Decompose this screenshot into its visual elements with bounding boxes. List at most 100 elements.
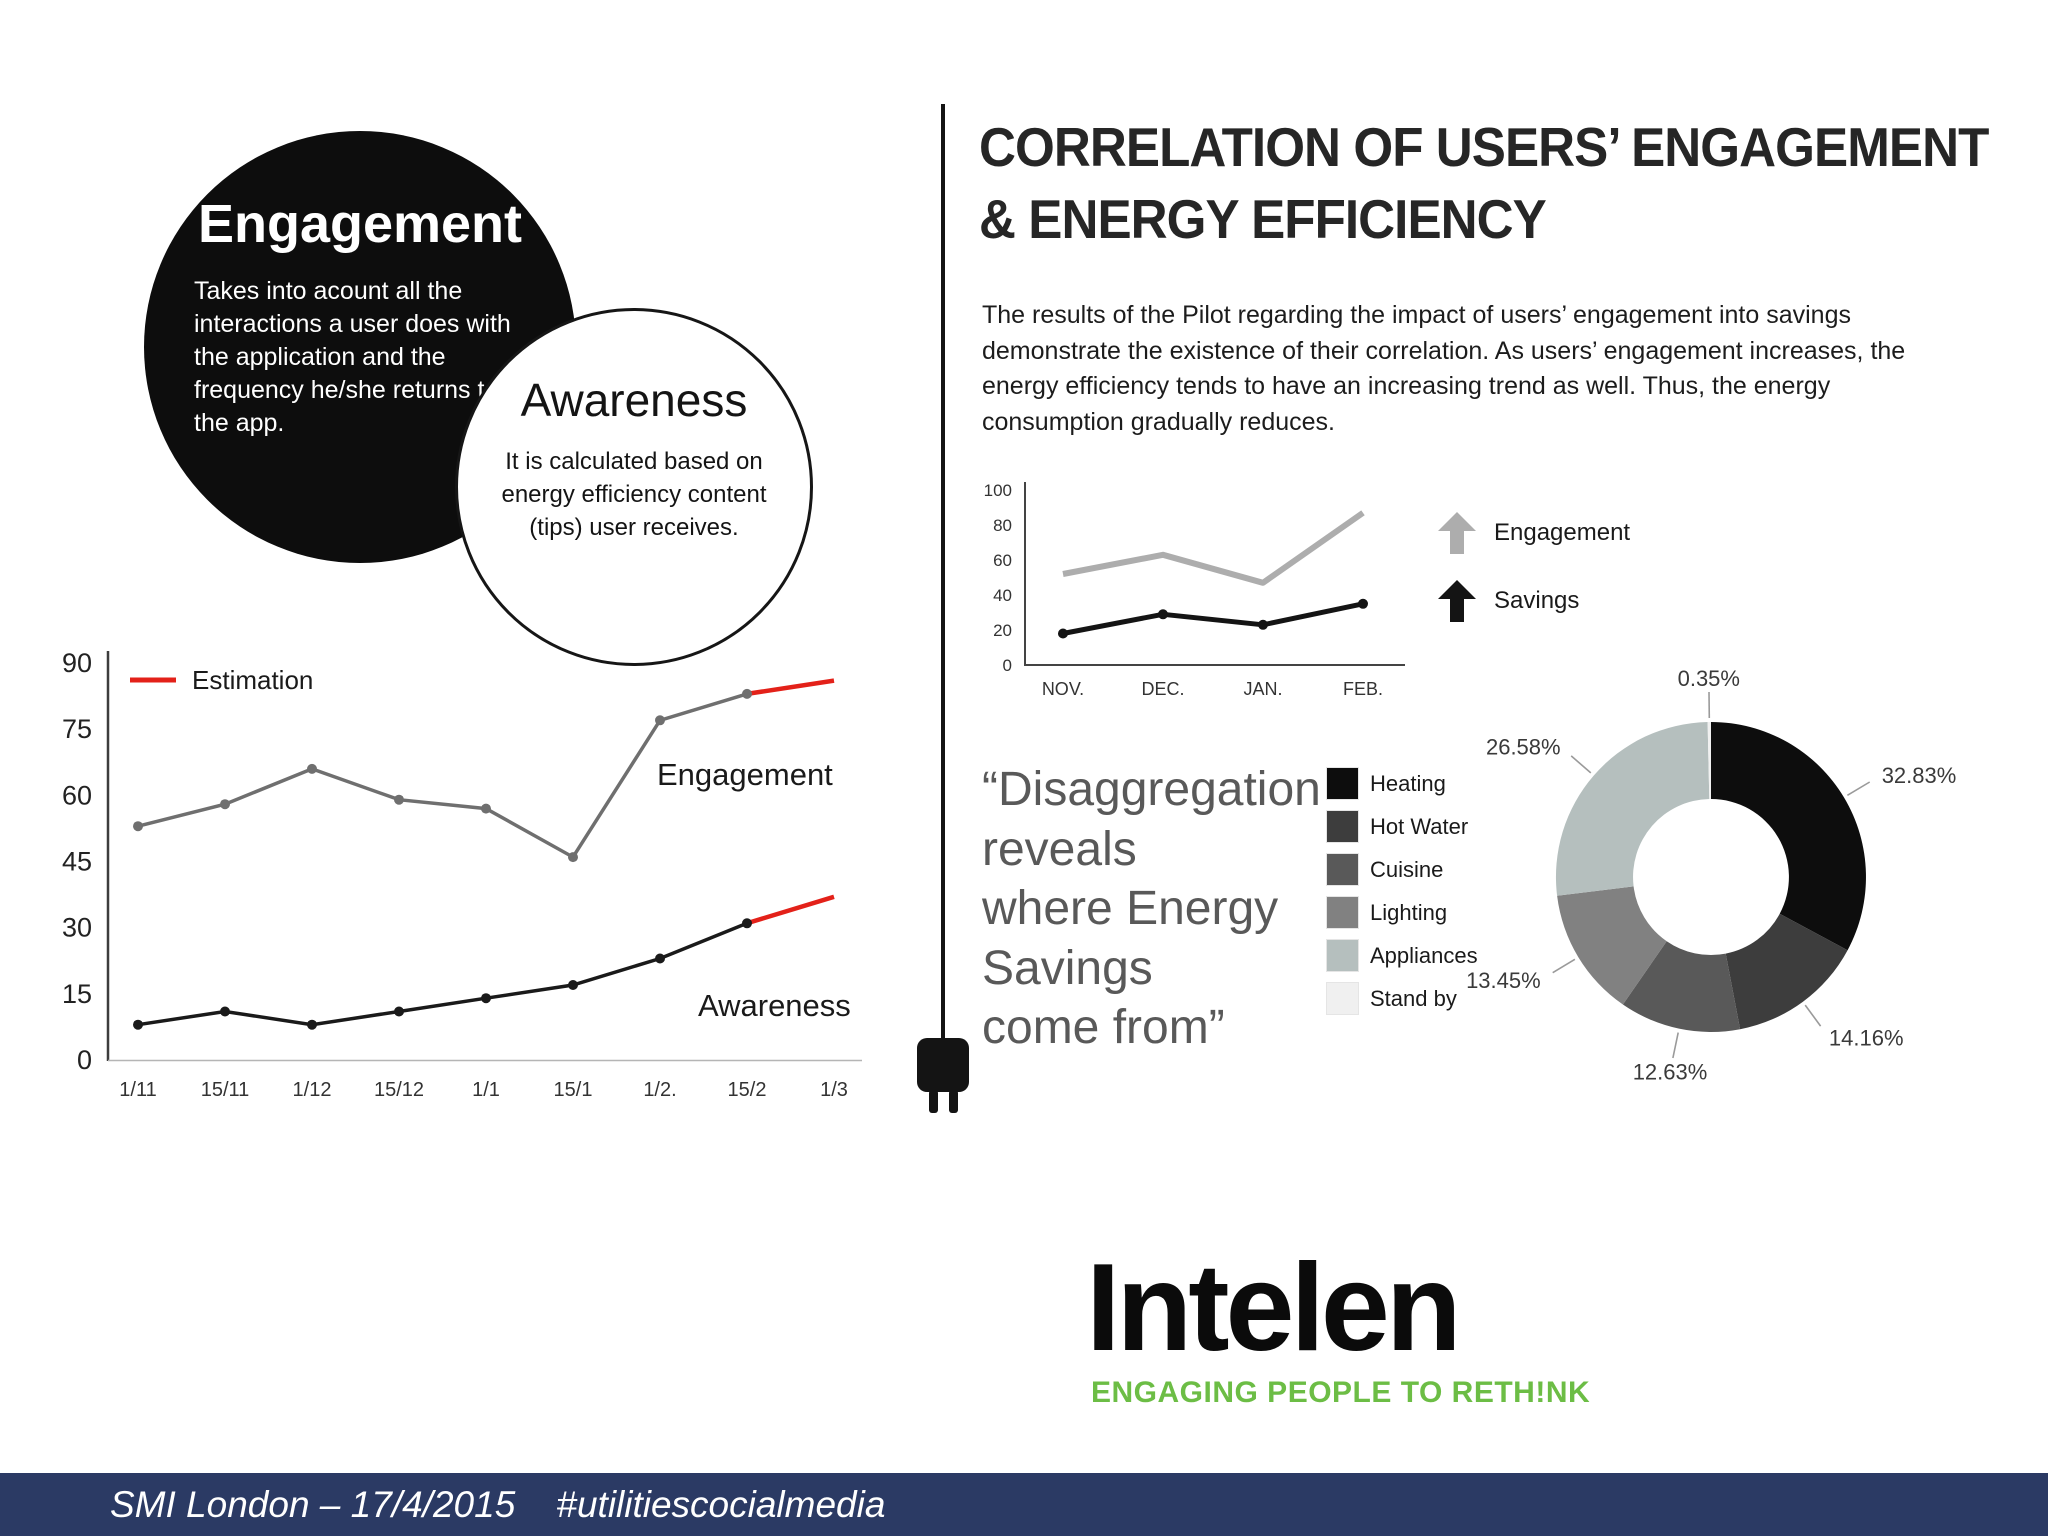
legend-label: Engagement bbox=[1494, 519, 1631, 546]
y-tick-label: 15 bbox=[62, 979, 92, 1009]
data-point bbox=[655, 953, 665, 964]
power-cord-line bbox=[941, 104, 945, 1040]
donut-legend-item: Appliances bbox=[1326, 939, 1478, 972]
data-point bbox=[133, 1019, 143, 1030]
data-point bbox=[394, 1006, 404, 1017]
legend-swatch bbox=[1326, 810, 1359, 843]
data-point bbox=[394, 794, 404, 805]
data-point bbox=[307, 763, 317, 774]
data-point bbox=[133, 821, 143, 832]
data-point bbox=[481, 993, 491, 1004]
plug-prong bbox=[949, 1090, 958, 1113]
awareness-bubble-body: It is calculated based on energy efficie… bbox=[501, 448, 767, 542]
estimation-segment bbox=[746, 894, 835, 926]
y-tick-label: 0 bbox=[1003, 656, 1012, 675]
x-tick-label: JAN. bbox=[1243, 679, 1282, 699]
series-line-awareness bbox=[137, 921, 748, 1027]
y-tick-label: 0 bbox=[77, 1045, 92, 1075]
donut-value-label: 14.16% bbox=[1829, 1025, 1904, 1050]
engagement-awareness-line-chart: 0 15 30 45 60 75 90 1/11 15/11 1/12 15/12 1/1 15/1 1/… bbox=[62, 648, 862, 1101]
x-tick-label: 1/11 bbox=[119, 1079, 156, 1101]
donut-legend-item: Hot Water bbox=[1326, 810, 1478, 843]
y-tick-label: 100 bbox=[984, 481, 1012, 500]
donut-slice-heating bbox=[1711, 722, 1866, 951]
donut-legend: Heating Hot Water Cuisine Lighting Appliance… bbox=[1326, 767, 1478, 1026]
label-leader-line bbox=[1672, 1032, 1679, 1059]
engagement-bubble-title: Engagement bbox=[197, 194, 523, 254]
donut-value-label: 13.45% bbox=[1466, 968, 1541, 993]
engagement-bubble-body: Takes into acount all the interactions a… bbox=[194, 277, 511, 437]
donut-slice-hot-water bbox=[1725, 913, 1848, 1030]
legend-label: Appliances bbox=[1370, 942, 1478, 968]
donut-slice-appliances bbox=[1555, 722, 1710, 896]
legend-swatch bbox=[1326, 853, 1359, 886]
data-point bbox=[742, 918, 752, 929]
donut-value-label: 26.58% bbox=[1486, 735, 1561, 760]
donut-legend-item: Lighting bbox=[1326, 896, 1478, 929]
estimation-segment bbox=[746, 678, 835, 697]
x-tick-label: DEC. bbox=[1141, 679, 1184, 699]
donut-slice-stand-by bbox=[1707, 721, 1711, 799]
engagement-bubble: Engagement Takes into acount all the int… bbox=[144, 131, 576, 563]
logo-wordmark: Intelen bbox=[1086, 1239, 1462, 1377]
x-tick-label: 1/12 bbox=[293, 1079, 332, 1101]
y-tick-label: 75 bbox=[62, 714, 92, 744]
data-point bbox=[568, 852, 578, 863]
section-title-line2: & ENERGY EFFICIENCY bbox=[979, 187, 1547, 250]
label-leader-line bbox=[1804, 1004, 1822, 1027]
up-arrow-icon bbox=[1438, 580, 1476, 622]
estimation-legend-label: Estimation bbox=[192, 665, 313, 695]
label-leader-line bbox=[1570, 755, 1592, 774]
donut-slice-cuisine bbox=[1622, 941, 1741, 1032]
monthly-engagement-savings-chart: 0 20 40 60 80 100 NOV. DEC. JAN. FEB. bbox=[984, 481, 1405, 699]
x-tick-label: 15/12 bbox=[374, 1079, 424, 1101]
logo-tagline: ENGAGING PEOPLE TO RETH!NK bbox=[1091, 1376, 1591, 1410]
disaggregation-quote: “Disaggregation reveals where Energy Sav… bbox=[982, 760, 1321, 1058]
data-point bbox=[1158, 609, 1168, 620]
intro-paragraph: The results of the Pilot regarding the i… bbox=[982, 301, 1906, 436]
data-point bbox=[742, 688, 752, 699]
y-tick-label: 80 bbox=[993, 516, 1012, 535]
donut-value-label: 32.83% bbox=[1882, 763, 1957, 788]
data-point bbox=[1358, 598, 1368, 609]
y-tick-label: 40 bbox=[993, 586, 1012, 605]
quote-line: reveals bbox=[982, 822, 1137, 876]
x-tick-label: 1/1 bbox=[472, 1079, 500, 1101]
donut-value-label: 0.35% bbox=[1678, 666, 1740, 691]
legend-label: Lighting bbox=[1370, 899, 1448, 925]
data-point bbox=[1058, 628, 1068, 639]
power-plug-icon bbox=[917, 1038, 969, 1092]
data-point bbox=[220, 1006, 230, 1017]
x-tick-label: 15/2 bbox=[728, 1079, 767, 1101]
x-tick-label: NOV. bbox=[1042, 679, 1084, 699]
data-point bbox=[568, 980, 578, 990]
x-tick-label: FEB. bbox=[1343, 679, 1383, 699]
label-leader-line bbox=[1846, 781, 1871, 796]
legend-swatch bbox=[1326, 939, 1359, 972]
legend-swatch bbox=[1326, 982, 1359, 1015]
awareness-bubble: Awareness It is calculated based on ener… bbox=[455, 308, 813, 666]
y-tick-label: 20 bbox=[993, 621, 1012, 640]
data-point bbox=[481, 803, 491, 814]
y-tick-label: 60 bbox=[993, 551, 1012, 570]
series-label: Engagement bbox=[657, 757, 833, 792]
legend-item: Engagement bbox=[1438, 512, 1630, 554]
monthly-chart-legend: Engagement Savings bbox=[1438, 512, 1630, 648]
legend-label: Cuisine bbox=[1370, 856, 1444, 882]
donut-legend-item: Cuisine bbox=[1326, 853, 1478, 886]
x-tick-label: 15/1 bbox=[554, 1079, 593, 1101]
disaggregation-donut-chart: 32.83% 14.16% 12.63% 13.45% 26.58% 0.35% bbox=[1466, 666, 1957, 1085]
donut-legend-item: Heating bbox=[1326, 767, 1478, 800]
section-title: CORRELATION OF USERS’ ENGAGEMENT & ENERG… bbox=[979, 112, 1989, 255]
quote-line: “Disaggregation bbox=[982, 763, 1321, 816]
intelen-logo: Intelen ENGAGING PEOPLE TO RETH!NK bbox=[1086, 1240, 1590, 1410]
series-line-engagement bbox=[1062, 510, 1365, 586]
y-tick-label: 30 bbox=[62, 913, 92, 943]
y-tick-label: 60 bbox=[62, 780, 92, 810]
legend-swatch bbox=[1326, 767, 1359, 800]
legend-swatch bbox=[1326, 896, 1359, 929]
legend-label: Stand by bbox=[1370, 985, 1457, 1011]
series-line-savings bbox=[1062, 601, 1364, 636]
series-line-engagement bbox=[137, 692, 748, 860]
